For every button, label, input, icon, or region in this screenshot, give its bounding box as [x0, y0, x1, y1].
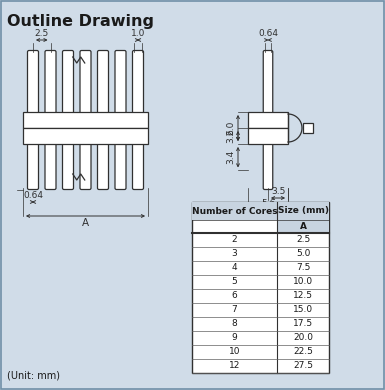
FancyBboxPatch shape [62, 142, 74, 190]
Text: 15.0: 15.0 [293, 305, 313, 314]
Text: 12.5: 12.5 [293, 291, 313, 301]
FancyBboxPatch shape [97, 142, 109, 190]
Text: (Unit: mm): (Unit: mm) [7, 371, 60, 381]
Text: 0.64: 0.64 [258, 29, 278, 38]
FancyBboxPatch shape [97, 50, 109, 113]
Text: 22.5: 22.5 [293, 347, 313, 356]
Text: Number of Cores: Number of Cores [192, 206, 277, 216]
Bar [23, 128, 148, 144]
FancyBboxPatch shape [115, 50, 126, 113]
Text: 3.5: 3.5 [271, 187, 285, 196]
Text: 8: 8 [232, 319, 238, 328]
Text: 17.5: 17.5 [293, 319, 313, 328]
Text: 2.5: 2.5 [296, 236, 310, 245]
Bar [277, 220, 329, 233]
Text: 3: 3 [232, 250, 238, 259]
FancyBboxPatch shape [80, 50, 91, 113]
Text: 3.2: 3.2 [226, 129, 235, 143]
Text: 10.0: 10.0 [293, 278, 313, 287]
Text: 10: 10 [229, 347, 240, 356]
FancyBboxPatch shape [27, 142, 38, 190]
Bar [303, 123, 313, 133]
Text: Outline Drawing: Outline Drawing [7, 14, 154, 29]
Text: A: A [300, 222, 306, 231]
Text: 2: 2 [232, 236, 237, 245]
Text: 27.5: 27.5 [293, 362, 313, 370]
FancyBboxPatch shape [132, 50, 144, 113]
FancyBboxPatch shape [80, 142, 91, 190]
Text: 3.4: 3.4 [226, 150, 235, 164]
Bar [248, 112, 288, 128]
Bar [192, 202, 329, 373]
Bar [23, 112, 148, 128]
FancyBboxPatch shape [115, 142, 126, 190]
Text: 6.0: 6.0 [226, 121, 235, 135]
Text: 0.64: 0.64 [23, 191, 43, 200]
Text: A: A [82, 218, 89, 228]
FancyBboxPatch shape [263, 142, 273, 190]
Text: 7: 7 [232, 305, 238, 314]
Text: 20.0: 20.0 [293, 333, 313, 342]
Text: 6: 6 [232, 291, 238, 301]
FancyBboxPatch shape [45, 50, 56, 113]
Text: 4: 4 [232, 264, 237, 273]
Text: Size (mm): Size (mm) [278, 206, 328, 216]
Text: 7.5: 7.5 [296, 264, 310, 273]
Text: 12: 12 [229, 362, 240, 370]
Text: 5.0: 5.0 [296, 250, 310, 259]
FancyBboxPatch shape [263, 50, 273, 113]
FancyBboxPatch shape [132, 142, 144, 190]
FancyBboxPatch shape [45, 142, 56, 190]
Text: 5: 5 [232, 278, 238, 287]
Bar [248, 128, 288, 144]
Bar [192, 202, 329, 220]
FancyBboxPatch shape [27, 50, 38, 113]
Text: 5.6: 5.6 [261, 199, 275, 208]
Text: 1.0: 1.0 [131, 29, 145, 38]
Text: 9: 9 [232, 333, 238, 342]
Text: 2.5: 2.5 [35, 29, 49, 38]
FancyBboxPatch shape [62, 50, 74, 113]
